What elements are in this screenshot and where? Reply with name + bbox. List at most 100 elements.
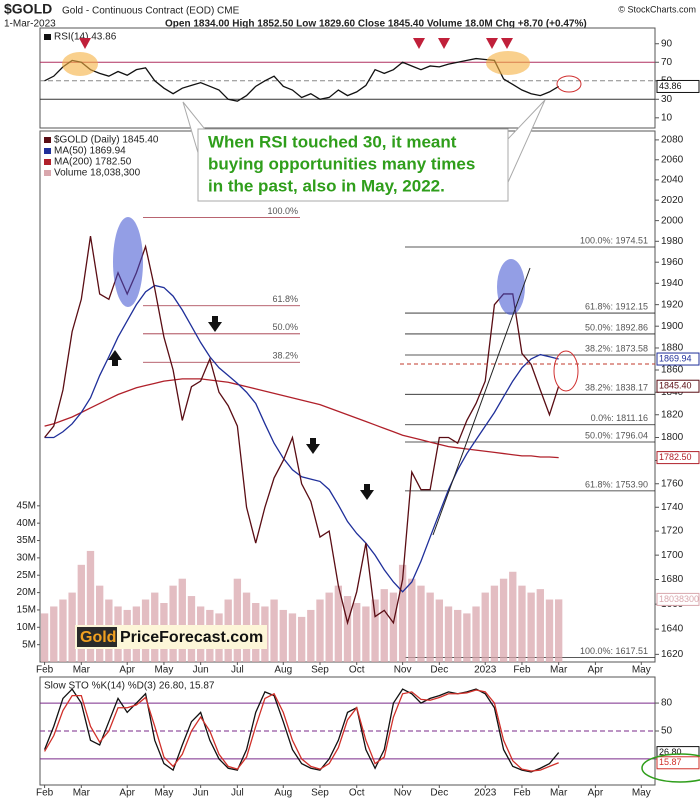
x-tick-label: Sep: [311, 665, 329, 676]
date: 1-Mar-2023: [4, 19, 56, 30]
y-tick-label: 1860: [661, 365, 684, 376]
last-value-box: [656, 79, 700, 93]
volume-bar: [398, 564, 407, 662]
last-value-label: 18038300: [659, 594, 699, 604]
rsi-panel: [39, 27, 656, 129]
y-tick-label: 1760: [661, 478, 684, 489]
x-tick-label: Mar: [550, 788, 568, 799]
x-tick-label: Oct: [349, 665, 365, 676]
x-tick-label: Jun: [193, 665, 209, 676]
x-tick-label: Apr: [588, 665, 604, 676]
volume-bar: [343, 596, 352, 662]
x-tick-label: May: [154, 788, 173, 799]
volume-bar: [86, 550, 95, 662]
y-tick-label: 2080: [661, 135, 684, 146]
fib-label: 50.0%: [272, 322, 298, 332]
y-tick-label: 2000: [661, 215, 684, 226]
y-tick-label: 1620: [661, 649, 684, 660]
fib-label: 38.2%: [272, 351, 298, 361]
volume-bar: [527, 592, 535, 662]
x-tick-label: Jun: [193, 788, 209, 799]
last-value-box: [656, 352, 700, 366]
highlight: [62, 52, 98, 76]
series-line: [44, 689, 559, 772]
legend-swatch: [44, 148, 51, 154]
volume-bar: [353, 603, 361, 662]
last-value-label: 43.86: [659, 81, 682, 91]
x-tick-label: Aug: [274, 665, 292, 676]
legend-label: MA(200) 1782.50: [54, 157, 132, 168]
volume-bar: [472, 606, 480, 662]
black-arrows: [108, 316, 374, 500]
fib-label: 0.0%: 1811.16: [591, 413, 648, 423]
y-tick-label: 1640: [661, 624, 684, 635]
volume-bar: [408, 578, 416, 662]
x-tick-label: Nov: [394, 665, 412, 676]
volume-bar: [288, 613, 297, 662]
fib-label: 100.0%: 1617.51: [580, 646, 648, 656]
volume-bar: [59, 599, 67, 662]
volume-bar: [95, 585, 104, 662]
legend-swatch: [44, 170, 51, 176]
fib-label: 38.2%: 1873.58: [585, 343, 648, 353]
volume-bar: [371, 599, 379, 662]
volume-bar: [334, 585, 343, 662]
legend-swatch: [44, 137, 51, 143]
legend-label: MA(50) 1869.94: [54, 146, 126, 157]
volume-bar: [233, 578, 242, 662]
volume-bar: [68, 592, 76, 662]
logo-text: PriceForecast.com: [120, 629, 263, 646]
volume-bar: [270, 599, 278, 662]
volume-bar: [463, 613, 471, 662]
legend-label: $GOLD (Daily) 1845.40: [54, 135, 159, 146]
volume-bar: [499, 578, 508, 662]
highlight: [113, 217, 143, 307]
fib-label: 38.2%: 1838.17: [585, 383, 648, 393]
x-tick-label: Feb: [513, 665, 531, 676]
y2-tick-label: 45M: [17, 500, 36, 511]
x-tick-label: Jul: [231, 788, 244, 799]
fib-label: 61.8%: 1753.90: [585, 479, 648, 489]
x-tick-label: 2023: [474, 665, 497, 676]
x-tick-label: May: [632, 665, 651, 676]
last-value-label: 1845.40: [659, 381, 692, 391]
legend-swatch: [44, 34, 51, 40]
quote: Open 1834.00 High 1852.50 Low 1829.60 Cl…: [165, 19, 587, 30]
x-tick-label: Mar: [73, 788, 91, 799]
x-tick-label: Feb: [36, 665, 54, 676]
volume-bar: [417, 585, 425, 662]
fib-label: 50.0%: 1796.04: [585, 430, 648, 440]
volume-bar: [77, 564, 85, 662]
y-tick-label: 80: [661, 698, 673, 709]
volume-bar: [307, 609, 315, 662]
highlight: [497, 259, 525, 315]
y-tick-label: 1940: [661, 278, 684, 289]
y-tick-label: 1960: [661, 257, 684, 268]
volume-bar: [545, 599, 554, 662]
y-tick-label: 1900: [661, 321, 684, 332]
volume-bar: [435, 599, 444, 662]
y2-tick-label: 5M: [22, 639, 36, 650]
x-tick-label: Dec: [430, 665, 448, 676]
y-tick-label: 1980: [661, 236, 684, 247]
series-line: [44, 378, 559, 459]
fib-label: 100.0%: [267, 206, 298, 216]
y-tick-label: 2020: [661, 195, 684, 206]
callout-text: buying opportunities many times: [208, 154, 475, 173]
instrument-name: Gold - Continuous Contract (EOD) CME: [62, 6, 240, 17]
highlight: [486, 51, 530, 75]
callout-text: in the past, also in May, 2022.: [208, 176, 445, 195]
last-value-box: [656, 451, 700, 465]
volume-bar: [297, 616, 306, 662]
x-tick-label: Sep: [311, 788, 329, 799]
series-line: [43, 688, 560, 773]
y-tick-label: 2040: [661, 174, 684, 185]
volume-bar: [325, 592, 333, 662]
callout-box: [197, 128, 509, 202]
last-value-label: 1869.94: [659, 353, 692, 363]
x-tick-label: Aug: [274, 788, 292, 799]
y-tick-label: 50: [661, 726, 673, 737]
fib-label: 50.0%: 1892.86: [585, 322, 648, 332]
volume-bar: [509, 571, 517, 662]
